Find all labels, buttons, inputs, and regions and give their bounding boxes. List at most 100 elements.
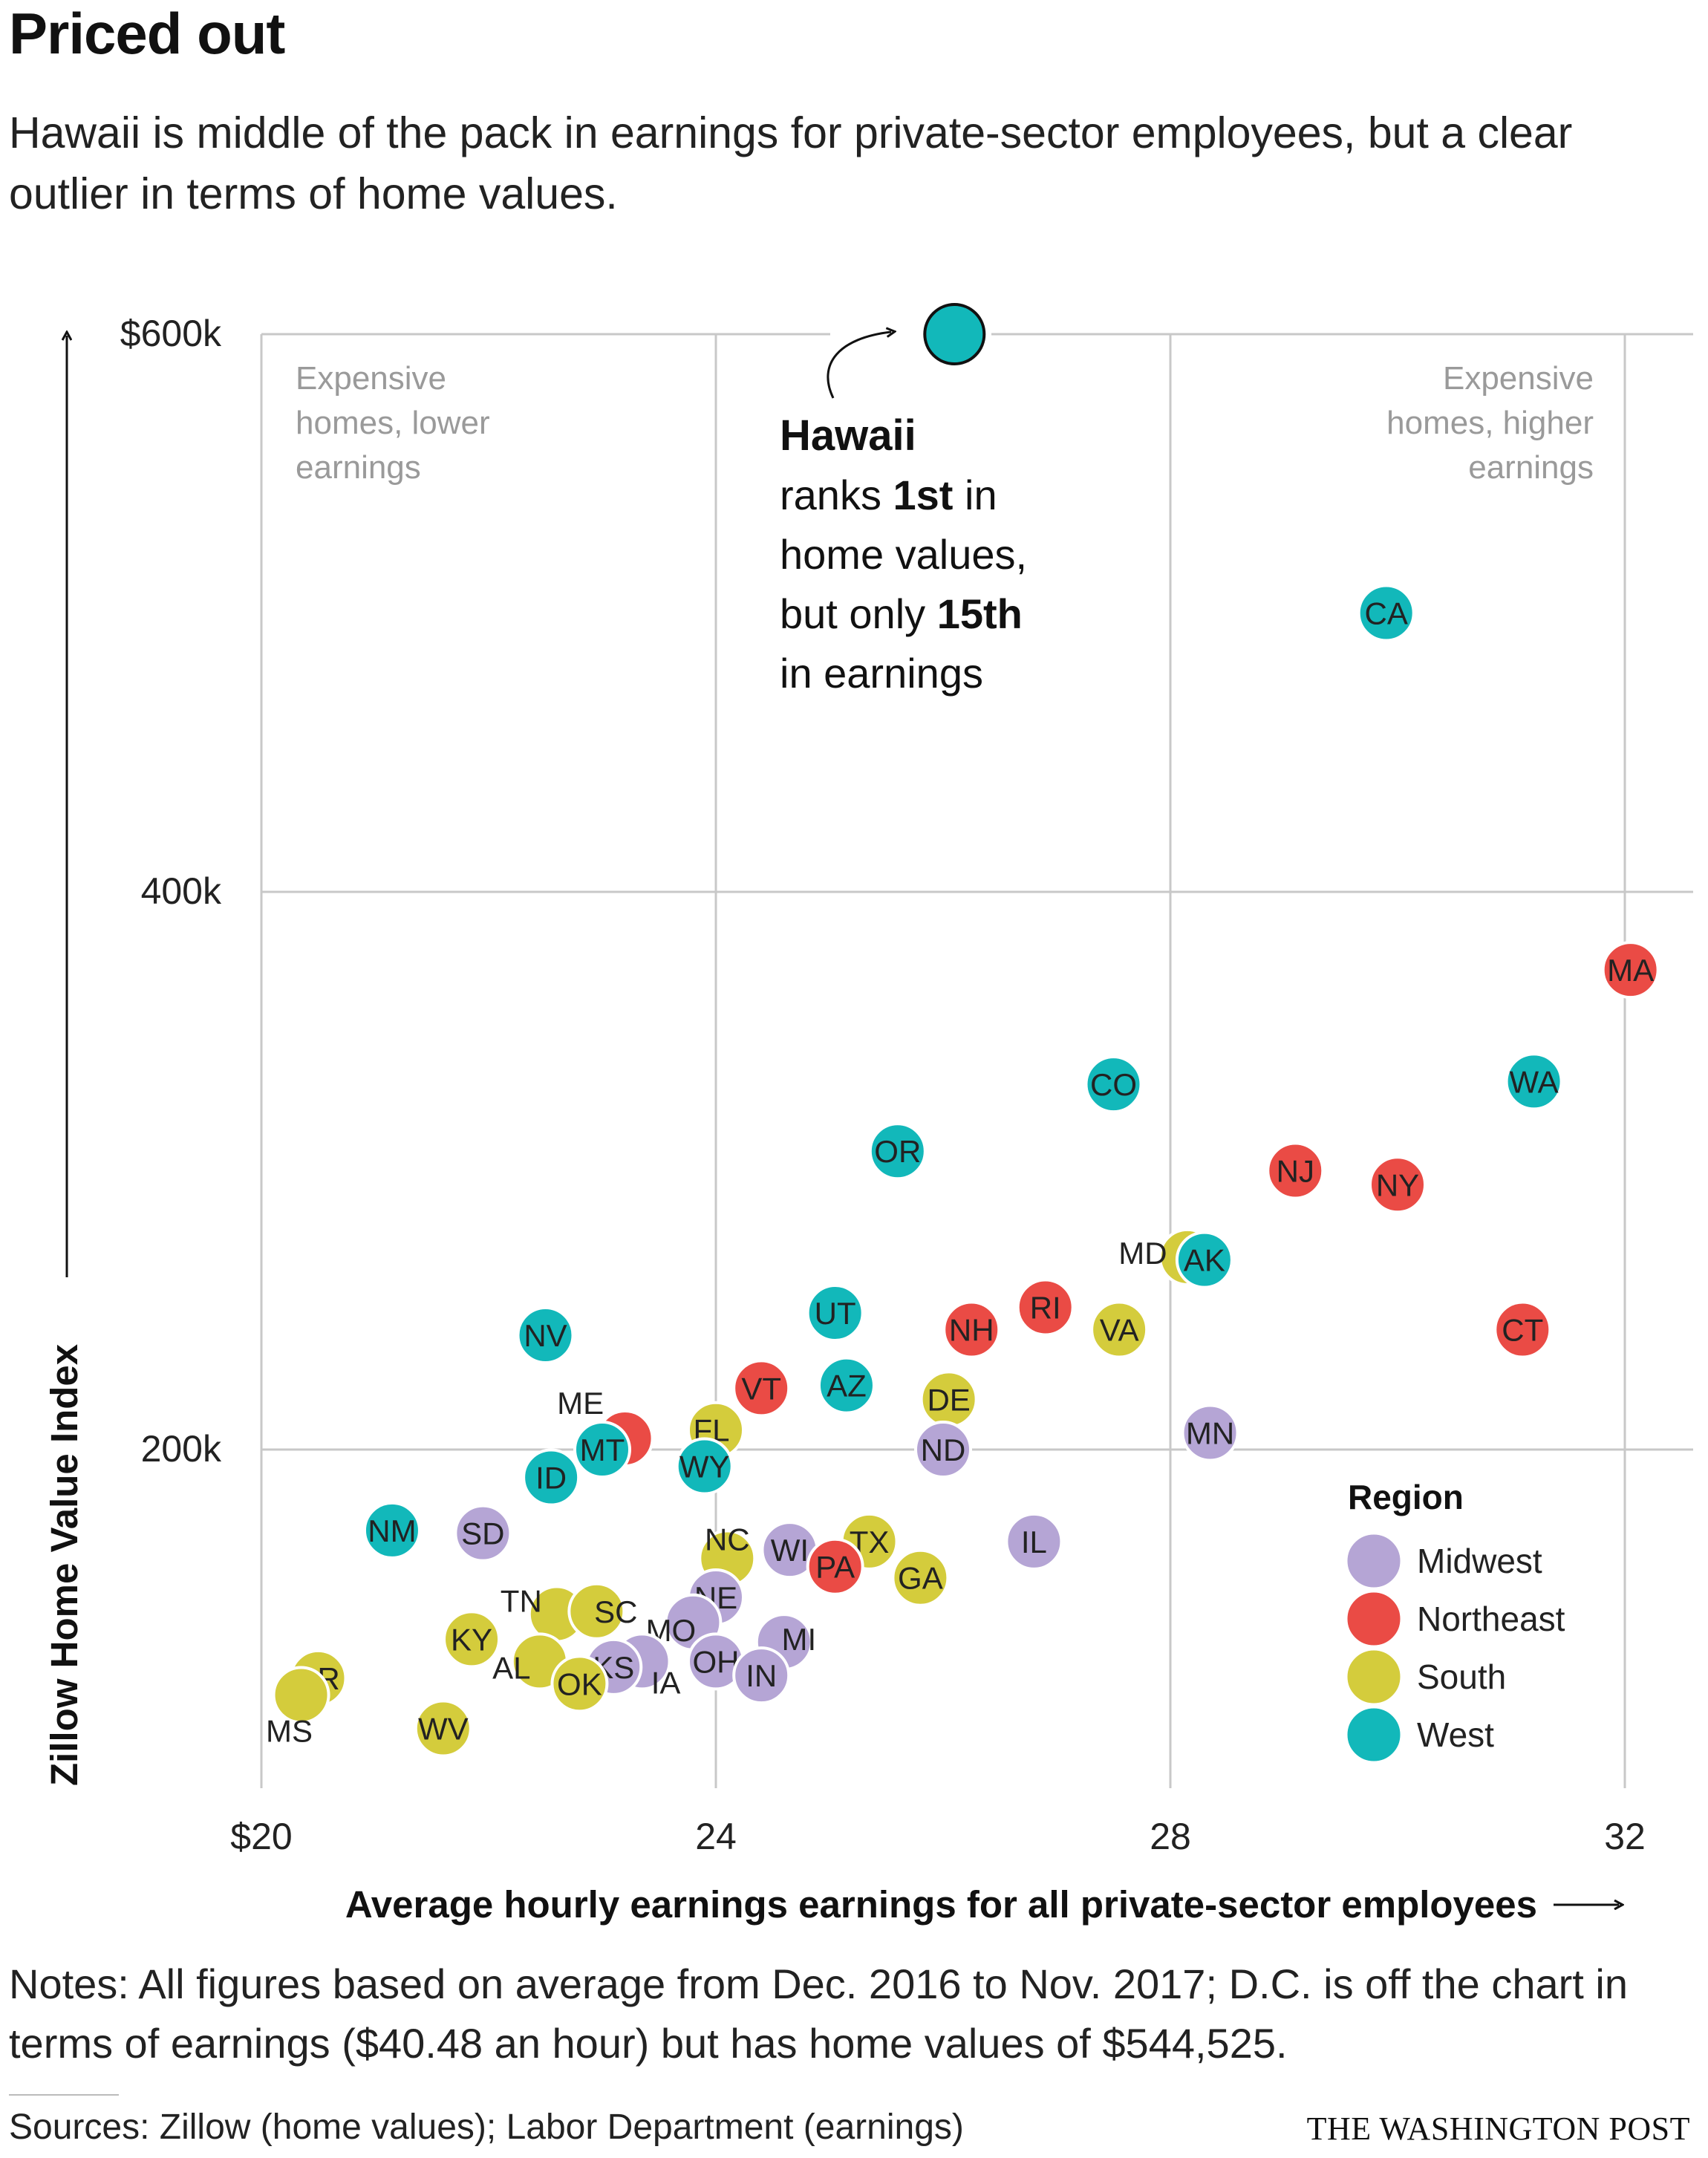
point-nj: NJ: [1266, 1141, 1325, 1200]
state-dot: [567, 1582, 626, 1640]
hawaii-annotation-span: ranks: [780, 472, 893, 518]
state-label: OK: [557, 1666, 602, 1701]
state-dot: [1266, 1141, 1325, 1200]
footer-divider: [9, 2094, 119, 2096]
point-ma: MA: [1601, 941, 1660, 1000]
state-dot: [573, 1421, 631, 1479]
chart-title: Priced out: [9, 1, 285, 66]
state-dot: [1505, 1052, 1563, 1111]
state-dot: [1005, 1512, 1063, 1571]
point-wy: WY: [675, 1437, 734, 1496]
state-dot: [1369, 1155, 1427, 1214]
point-co: CO: [1084, 1055, 1143, 1114]
notes: Notes: All figures based on average from…: [9, 1960, 1628, 2067]
state-label: UT: [815, 1296, 856, 1331]
state-label: MS: [266, 1713, 313, 1748]
state-label: NJ: [1277, 1154, 1314, 1189]
point-nd: ND: [914, 1421, 972, 1479]
state-label: RI: [1030, 1290, 1061, 1325]
x-tick-label: 28: [1150, 1816, 1191, 1857]
point-nh: NH: [942, 1300, 1001, 1359]
state-label: NY: [1376, 1167, 1419, 1202]
point-or: OR: [868, 1122, 927, 1181]
hawaii-annotation-line: home values,: [780, 531, 1027, 578]
state-label: IL: [1021, 1525, 1047, 1559]
state-dot: [1090, 1300, 1149, 1359]
hawaii-annotation-span: but only: [780, 590, 937, 637]
annotations: Expensive homes, lower earnings Expensive ho…: [296, 332, 1594, 697]
point-ut: UT: [806, 1284, 864, 1343]
quadrant-label-right: earnings: [1468, 449, 1594, 486]
hawaii-annotation-span: in earnings: [780, 650, 983, 697]
y-tick-label: 400k: [141, 870, 222, 912]
hawaii-annotation-line: but only 15th: [780, 590, 1023, 637]
state-label: SD: [461, 1516, 504, 1551]
hawaii-annotation-span: home values,: [780, 531, 1027, 578]
state-label: ND: [921, 1432, 966, 1467]
state-dot: [550, 1655, 609, 1713]
point-mn: MN: [1181, 1404, 1239, 1462]
point-nm: NM: [362, 1501, 421, 1559]
point-nv: NV: [516, 1306, 575, 1365]
hawaii-annotation-line: ranks 1st in: [780, 472, 997, 518]
point-de: DE: [919, 1370, 978, 1429]
state-dot: [675, 1437, 734, 1496]
legend-swatch: [1345, 1648, 1403, 1706]
state-label: KY: [451, 1622, 492, 1657]
state-dot: [1084, 1055, 1143, 1114]
state-dot: [732, 1359, 791, 1418]
point-ms: MS: [266, 1666, 330, 1748]
x-tick-label: 24: [695, 1816, 737, 1857]
point-mt: MT: [573, 1421, 631, 1479]
state-dot: [1493, 1300, 1552, 1359]
publisher-credit: THE WASHINGTON POST: [1306, 2110, 1690, 2147]
state-dot: [914, 1421, 972, 1479]
point-sd: SD: [454, 1504, 512, 1562]
quadrant-label-left: Expensive: [296, 360, 446, 397]
legend-title: Region: [1348, 1478, 1464, 1516]
legend-swatch: [1345, 1532, 1403, 1590]
point-ca: CA: [1357, 584, 1415, 642]
hawaii-annotation-span: 1st: [893, 472, 954, 518]
state-dot: [732, 1646, 791, 1705]
state-label: IA: [651, 1665, 681, 1700]
state-dot: [272, 1666, 330, 1724]
state-label: NV: [524, 1318, 567, 1353]
point-ak: AK: [1175, 1230, 1233, 1289]
point-ny: NY: [1369, 1155, 1427, 1214]
quadrant-label-left: earnings: [296, 449, 421, 486]
state-dot: [522, 1448, 581, 1507]
state-dot: [516, 1306, 575, 1365]
state-dot: [443, 1610, 501, 1669]
sources: Sources: Zillow (home values); Labor Dep…: [9, 2108, 964, 2147]
state-label: AZ: [827, 1369, 867, 1404]
y-tick-label: 200k: [141, 1428, 222, 1470]
state-label: DE: [927, 1382, 970, 1417]
quadrant-label-right: homes, higher: [1386, 405, 1594, 441]
hawaii-annotation-span: in: [953, 472, 997, 518]
legend-label: West: [1417, 1715, 1494, 1754]
state-label: AL: [492, 1650, 530, 1685]
point-id: ID: [522, 1448, 581, 1507]
point-ga: GA: [891, 1548, 950, 1607]
chart-subtitle: Hawaii is middle of the pack in earnings…: [9, 108, 1573, 218]
state-label: NC: [705, 1522, 750, 1556]
state-label: CO: [1090, 1067, 1137, 1102]
point-va: VA: [1090, 1300, 1149, 1359]
state-label: MN: [1186, 1415, 1234, 1450]
hawaii-dot: [923, 303, 986, 365]
point-oh: OH: [687, 1632, 745, 1691]
point-in: IN: [732, 1646, 791, 1705]
state-label: MT: [580, 1432, 625, 1467]
legend-label: Northeast: [1417, 1600, 1565, 1638]
hawaii-annotation-line: in earnings: [780, 650, 983, 697]
state-label: MA: [1607, 953, 1654, 988]
x-tick-label: 32: [1604, 1816, 1646, 1857]
quadrant-label-right: Expensive: [1443, 360, 1594, 397]
state-dot: [454, 1504, 512, 1562]
state-label: SC: [594, 1594, 637, 1629]
state-dot: [1601, 941, 1660, 1000]
quadrant-label-left: homes, lower: [296, 405, 490, 441]
state-label: ID: [535, 1461, 567, 1496]
